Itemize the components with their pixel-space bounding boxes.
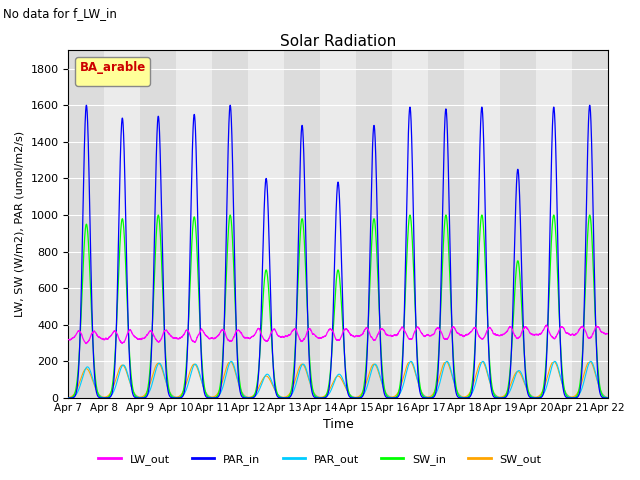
Bar <box>140 50 176 398</box>
Bar <box>320 50 356 398</box>
Bar <box>500 50 536 398</box>
Text: No data for f_LW_in: No data for f_LW_in <box>3 7 117 20</box>
Bar <box>104 50 140 398</box>
Bar <box>356 50 392 398</box>
Legend: LW_out, PAR_in, PAR_out, SW_in, SW_out: LW_out, PAR_in, PAR_out, SW_in, SW_out <box>94 450 546 469</box>
Bar <box>464 50 500 398</box>
Y-axis label: LW, SW (W/m2), PAR (umol/m2/s): LW, SW (W/m2), PAR (umol/m2/s) <box>15 131 25 317</box>
Bar <box>392 50 428 398</box>
Bar <box>284 50 320 398</box>
Bar <box>248 50 284 398</box>
Bar <box>212 50 248 398</box>
Bar <box>428 50 464 398</box>
Legend:  <box>76 57 150 85</box>
Bar <box>68 50 104 398</box>
Bar <box>536 50 572 398</box>
X-axis label: Time: Time <box>323 419 353 432</box>
Bar <box>608 50 640 398</box>
Bar <box>176 50 212 398</box>
Title: Solar Radiation: Solar Radiation <box>280 34 396 49</box>
Bar <box>572 50 608 398</box>
